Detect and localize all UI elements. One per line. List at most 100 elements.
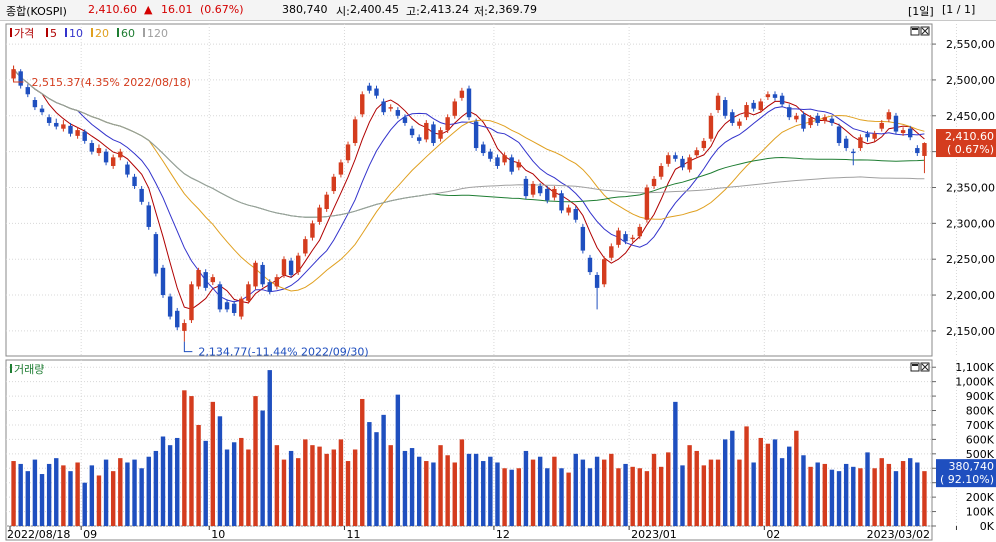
volume-bar xyxy=(25,471,30,526)
volume-bar xyxy=(701,465,707,526)
close-cross xyxy=(921,363,929,371)
volume-bar xyxy=(281,459,287,526)
volume-tick-label: 700K xyxy=(966,419,995,432)
volume-bar xyxy=(18,463,23,526)
chart-svg: 2,550,002,500,002,450,002,400,002,350,00… xyxy=(5,23,996,541)
candle-body xyxy=(509,157,514,172)
up-arrow-icon: ▲ xyxy=(144,3,153,16)
volume-tick-label: 200K xyxy=(966,491,995,504)
candle-body xyxy=(182,323,187,331)
candle-body xyxy=(360,94,365,115)
candle-body xyxy=(82,131,87,141)
volume-bar xyxy=(75,462,80,526)
volume-bar xyxy=(239,437,244,526)
volume-bar xyxy=(893,471,899,526)
candle-body xyxy=(566,207,571,213)
period-selector[interactable]: [1일] xyxy=(908,5,934,18)
candle-body xyxy=(431,124,436,144)
price-panel-frame xyxy=(5,23,933,357)
volume-bar xyxy=(765,443,771,526)
volume-bar xyxy=(210,401,216,526)
candle-body xyxy=(61,124,66,129)
candle-body xyxy=(110,157,116,166)
legend-swatch xyxy=(91,28,93,37)
candle-body xyxy=(658,165,664,177)
legend-swatch xyxy=(46,28,48,37)
candle-body xyxy=(452,101,457,116)
candle-body xyxy=(502,155,507,163)
volume-bar xyxy=(516,468,522,526)
max-annotation: 2,515.37(4.35% 2022/08/18) xyxy=(32,76,191,89)
candle-body xyxy=(815,115,820,123)
x-tick-label: 09 xyxy=(83,528,97,541)
volume-bar xyxy=(39,474,45,526)
volume-bar xyxy=(288,450,294,526)
volume-bar xyxy=(651,453,657,526)
volume-tick-label: 800K xyxy=(966,405,995,418)
volume-bar xyxy=(552,456,557,526)
volume-bar xyxy=(61,465,66,526)
candle-body xyxy=(132,176,137,187)
last-volume-badge xyxy=(936,459,996,488)
candle-body xyxy=(167,296,173,317)
volume-bar xyxy=(559,468,564,526)
volume-bar xyxy=(509,469,514,526)
volume-bar xyxy=(246,449,251,526)
candle-body xyxy=(274,277,280,287)
candle-body xyxy=(602,259,607,285)
x-tick-label: 2022/08/18 xyxy=(7,528,70,541)
candle-body xyxy=(324,194,329,210)
close-cross xyxy=(921,27,929,35)
open-value: 2,400.45 xyxy=(350,3,399,16)
volume-bar xyxy=(267,370,272,526)
price-tick-label: 2,300,00 xyxy=(946,217,995,230)
candle-body xyxy=(395,110,401,116)
volume-value: 380,740 xyxy=(282,3,328,16)
candle-body xyxy=(352,119,358,144)
volume-bar xyxy=(175,437,180,526)
candle-body xyxy=(694,150,699,156)
volume-bar xyxy=(46,463,52,526)
candle-body xyxy=(730,112,735,123)
maximize-bar xyxy=(912,364,918,366)
volume-bar xyxy=(545,468,550,526)
volume-bar xyxy=(488,456,493,526)
volume-panel-controls[interactable] xyxy=(910,362,930,372)
volume-bar xyxy=(822,463,828,526)
candle-body xyxy=(886,112,892,120)
volume-bar xyxy=(708,459,714,526)
candle-body xyxy=(438,130,443,139)
candle-body xyxy=(246,284,251,301)
legend-label-ma20: 20 xyxy=(95,27,109,40)
volume-bar xyxy=(381,414,386,526)
volume-bar xyxy=(602,459,607,526)
last-price-value: 2,410.60 xyxy=(945,130,994,143)
min-annotation-leader xyxy=(183,341,193,353)
candle-body xyxy=(836,126,842,144)
volume-bar xyxy=(146,456,151,526)
last-price-pct: ( 0.67%) xyxy=(947,143,994,156)
candle-body xyxy=(203,272,208,288)
candle-body xyxy=(260,264,265,285)
candle-body xyxy=(402,117,408,123)
candle-body xyxy=(303,239,308,254)
x-tick-label: 02 xyxy=(766,528,780,541)
page-indicator[interactable]: [1 / 1] xyxy=(942,3,976,16)
legend-label-price: 가격 xyxy=(14,27,34,40)
volume-bar xyxy=(360,398,365,526)
candle-body xyxy=(808,117,813,126)
maximize-bar xyxy=(912,28,918,30)
candle-body xyxy=(495,157,500,166)
volume-bar xyxy=(495,462,500,526)
candle-body xyxy=(865,133,870,138)
candle-body xyxy=(224,302,230,310)
volume-bar xyxy=(715,459,721,526)
low-value: 2,369.79 xyxy=(488,3,537,16)
current-price: 2,410.60 xyxy=(88,3,137,16)
volume-bar xyxy=(118,458,123,526)
candle-body xyxy=(68,125,73,134)
price-panel-controls[interactable] xyxy=(910,26,930,36)
candle-body xyxy=(267,282,272,292)
volume-bar xyxy=(658,466,664,526)
volume-bar xyxy=(103,459,109,526)
